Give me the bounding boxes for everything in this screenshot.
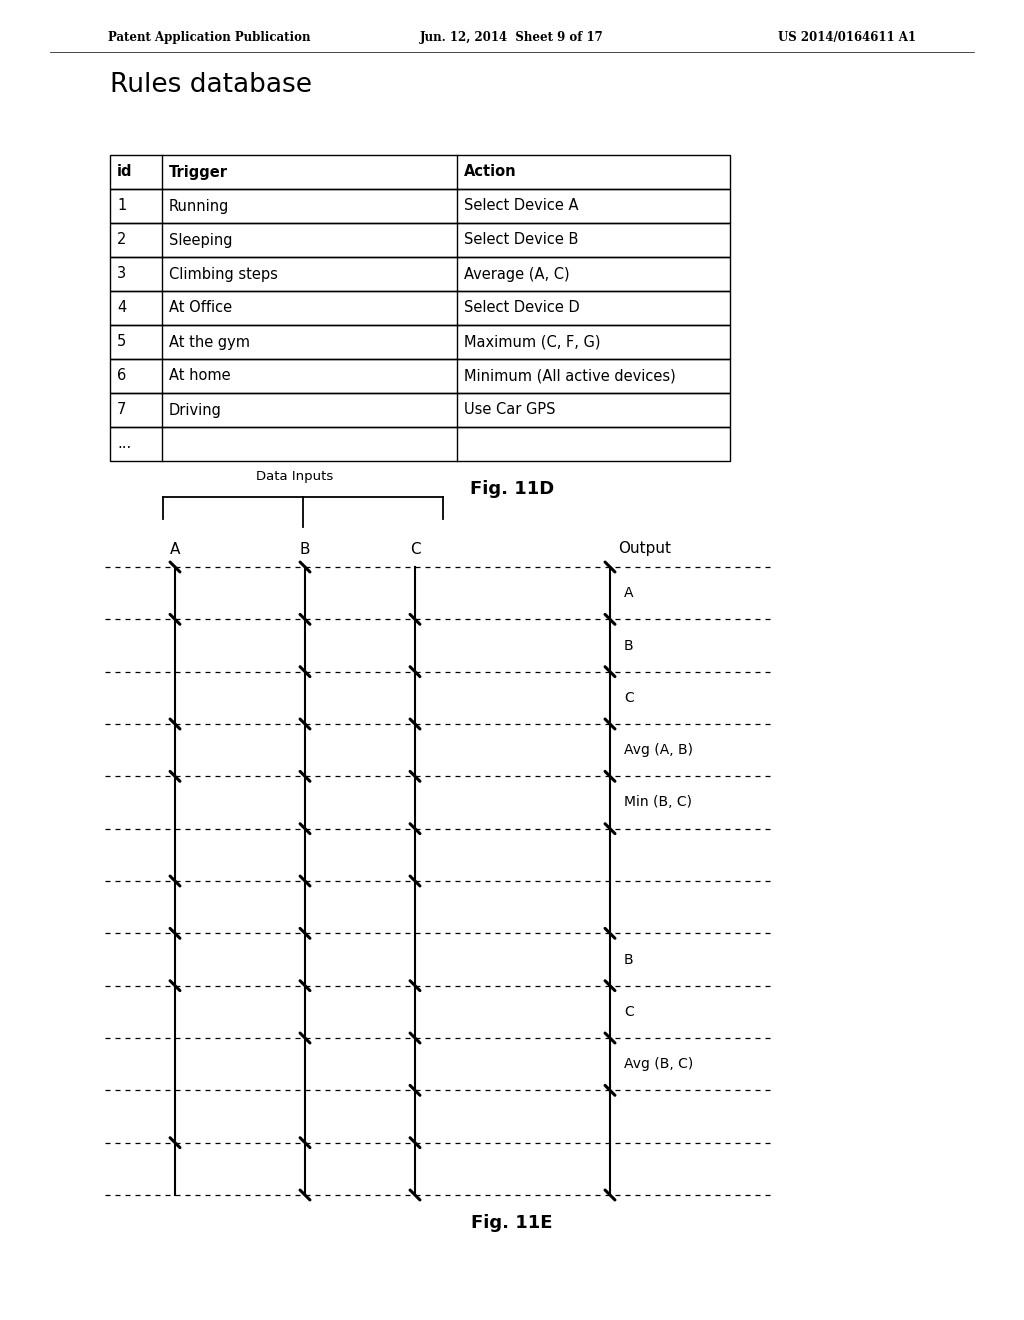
- Text: Climbing steps: Climbing steps: [169, 267, 278, 281]
- Text: C: C: [624, 1005, 634, 1019]
- Text: Maximum (C, F, G): Maximum (C, F, G): [464, 334, 600, 350]
- Text: 1: 1: [117, 198, 126, 214]
- Text: Rules database: Rules database: [110, 73, 312, 98]
- Text: Fig. 11D: Fig. 11D: [470, 480, 554, 498]
- Text: B: B: [624, 953, 634, 966]
- Text: Running: Running: [169, 198, 229, 214]
- Bar: [110, 325, 730, 359]
- Text: At the gym: At the gym: [169, 334, 250, 350]
- Text: Action: Action: [464, 165, 517, 180]
- Text: Select Device B: Select Device B: [464, 232, 579, 248]
- Text: Avg (B, C): Avg (B, C): [624, 1057, 693, 1071]
- Text: 5: 5: [117, 334, 126, 350]
- Text: Avg (A, B): Avg (A, B): [624, 743, 693, 758]
- Text: Trigger: Trigger: [169, 165, 228, 180]
- Text: 4: 4: [117, 301, 126, 315]
- Text: Use Car GPS: Use Car GPS: [464, 403, 555, 417]
- Text: US 2014/0164611 A1: US 2014/0164611 A1: [778, 30, 916, 44]
- Bar: [110, 189, 730, 223]
- Text: C: C: [410, 541, 420, 557]
- Text: Min (B, C): Min (B, C): [624, 796, 692, 809]
- Text: Jun. 12, 2014  Sheet 9 of 17: Jun. 12, 2014 Sheet 9 of 17: [420, 30, 604, 44]
- Text: A: A: [624, 586, 634, 601]
- Bar: [110, 257, 730, 290]
- Text: ...: ...: [117, 437, 131, 451]
- Text: Sleeping: Sleeping: [169, 232, 232, 248]
- Bar: [110, 393, 730, 426]
- Text: At home: At home: [169, 368, 230, 384]
- Text: Driving: Driving: [169, 403, 222, 417]
- Text: 2: 2: [117, 232, 126, 248]
- Text: C: C: [624, 690, 634, 705]
- Text: Data Inputs: Data Inputs: [256, 470, 334, 483]
- Text: Select Device D: Select Device D: [464, 301, 580, 315]
- Text: At Office: At Office: [169, 301, 232, 315]
- Text: B: B: [300, 541, 310, 557]
- Text: Patent Application Publication: Patent Application Publication: [108, 30, 310, 44]
- Text: 6: 6: [117, 368, 126, 384]
- Text: Average (A, C): Average (A, C): [464, 267, 569, 281]
- Bar: [110, 426, 730, 461]
- Text: id: id: [117, 165, 132, 180]
- Text: Select Device A: Select Device A: [464, 198, 579, 214]
- Text: 7: 7: [117, 403, 126, 417]
- Text: Fig. 11E: Fig. 11E: [471, 1214, 553, 1232]
- Text: A: A: [170, 541, 180, 557]
- Text: Minimum (All active devices): Minimum (All active devices): [464, 368, 676, 384]
- Bar: [110, 154, 730, 189]
- Bar: [110, 223, 730, 257]
- Text: 3: 3: [117, 267, 126, 281]
- Bar: [110, 290, 730, 325]
- Text: Output: Output: [618, 541, 671, 557]
- Text: B: B: [624, 639, 634, 652]
- Bar: [110, 359, 730, 393]
